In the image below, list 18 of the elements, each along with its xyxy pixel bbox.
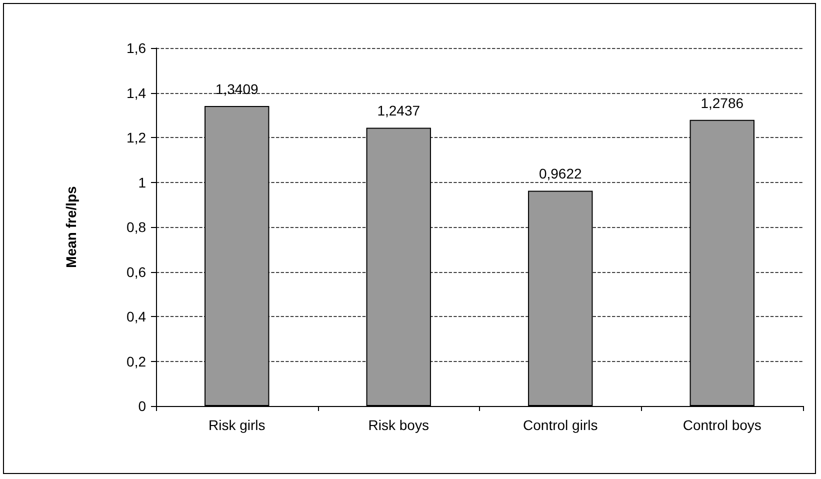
y-tick-label: 0,8 bbox=[126, 219, 146, 235]
x-tick-label: Control girls bbox=[523, 417, 598, 433]
data-label: 1,2437 bbox=[377, 102, 420, 119]
y-tick-label: 0 bbox=[138, 398, 146, 414]
y-tick-label: 1 bbox=[138, 174, 146, 190]
y-tick-label: 0,4 bbox=[126, 308, 146, 324]
data-label: 1,3409 bbox=[215, 80, 258, 97]
y-tick-label: 1,2 bbox=[126, 130, 146, 146]
y-tick-label: 1,4 bbox=[126, 84, 146, 101]
y-tick-label: 0,2 bbox=[126, 353, 146, 370]
y-axis-title: Mean fre/lps bbox=[63, 186, 79, 268]
y-tick-label: 0,6 bbox=[126, 264, 146, 280]
data-label: 1,2786 bbox=[700, 94, 744, 111]
x-tick-label: Control boys bbox=[682, 417, 762, 433]
y-tick-label: 1,6 bbox=[126, 40, 146, 56]
data-label: 0,9622 bbox=[538, 166, 582, 182]
x-tick-label: Risk girls bbox=[208, 417, 266, 433]
x-tick-label: Risk boys bbox=[368, 417, 429, 433]
